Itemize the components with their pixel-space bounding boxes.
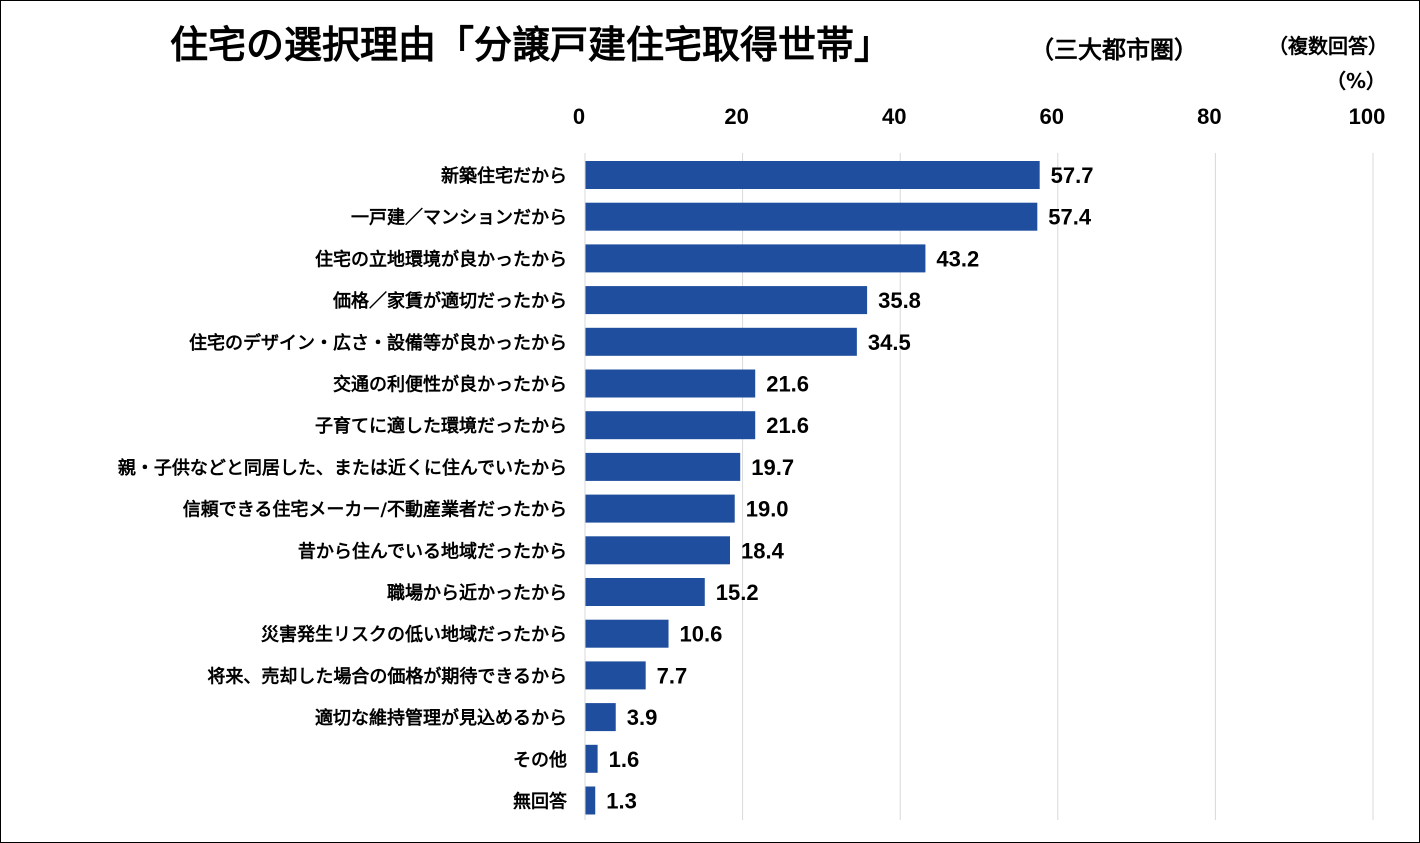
category-label: 将来、売却した場合の価格が期待できるから: [207, 665, 567, 687]
bar: [585, 161, 1040, 189]
category-label: 災害発生リスクの低い地域だったから: [261, 624, 567, 646]
category-label: 昔から住んでいる地域だったから: [298, 540, 567, 562]
category-label: 一戸建／マンションだから: [351, 207, 567, 229]
chart-title: 住宅の選択理由「分譲戸建住宅取得世帯」: [170, 23, 893, 67]
value-label: 18.4: [741, 538, 785, 563]
value-label: 3.9: [627, 705, 658, 730]
bar: [585, 369, 756, 398]
bar: [585, 661, 646, 690]
value-label: 19.7: [751, 455, 794, 480]
category-labels: 新築住宅だから一戸建／マンションだから住宅の立地環境が良かったから価格／家賃が適…: [118, 165, 568, 813]
category-label: 子育てに適した環境だったから: [315, 415, 567, 437]
value-label: 34.5: [868, 330, 911, 355]
bar: [585, 536, 730, 565]
bar: [585, 578, 705, 606]
value-label: 7.7: [657, 663, 688, 688]
category-label: 適切な維持管理が見込めるから: [315, 707, 567, 729]
bar: [585, 411, 756, 440]
bar: [585, 703, 616, 732]
value-label: 21.6: [766, 413, 809, 438]
value-label: 19.0: [746, 497, 789, 522]
bar: [585, 286, 868, 315]
bar: [585, 494, 735, 523]
category-label: 住宅のデザイン・広さ・設備等が良かったから: [189, 332, 567, 354]
category-label: 新築住宅だから: [441, 165, 567, 187]
x-tick-label: 40: [882, 104, 906, 129]
value-label: 35.8: [878, 288, 921, 313]
x-axis-ticks: 0 20 40 60 80 100: [573, 104, 1385, 129]
category-label: 住宅の立地環境が良かったから: [315, 248, 567, 270]
multiple-answer-note: （複数回答）: [1268, 34, 1388, 58]
x-tick-label: 80: [1197, 104, 1221, 129]
value-label: 57.7: [1051, 163, 1094, 188]
x-tick-label: 100: [1349, 104, 1386, 129]
value-label: 10.6: [680, 622, 723, 647]
value-label: 1.3: [606, 789, 637, 814]
category-label: 価格／家賃が適切だったから: [332, 290, 567, 312]
chart-subtitle: （三大都市圏）: [1030, 36, 1198, 64]
bar: [585, 786, 596, 815]
x-tick-label: 60: [1040, 104, 1064, 129]
x-tick-label: 20: [724, 104, 748, 129]
category-label: 無回答: [513, 791, 568, 813]
value-label: 1.6: [609, 747, 640, 772]
value-label: 57.4: [1048, 205, 1092, 230]
value-label: 21.6: [766, 372, 809, 397]
unit-label: （%）: [1325, 69, 1386, 93]
category-label: 交通の利便性が良かったから: [333, 374, 567, 396]
value-labels: 57.7 57.4 43.2 35.8 34.5 21.6 21.6 19.7 19.0 18.4…: [606, 163, 1093, 814]
bar: [585, 327, 857, 356]
category-label: その他: [513, 749, 567, 771]
x-tick-label: 0: [573, 104, 585, 129]
value-label: 43.2: [936, 246, 979, 271]
category-label: 親・子供などと同居した、または近くに住んでいたから: [118, 457, 567, 479]
bar: [585, 202, 1038, 231]
bar: [585, 452, 741, 481]
category-label: 信頼できる住宅メーカー/不動産業者だったから: [183, 499, 567, 521]
value-label: 15.2: [716, 580, 759, 605]
bars: [585, 161, 1040, 815]
bar: [585, 244, 926, 273]
bar: [585, 744, 598, 773]
bar: [585, 619, 669, 648]
category-label: 職場から近かったから: [387, 582, 567, 604]
